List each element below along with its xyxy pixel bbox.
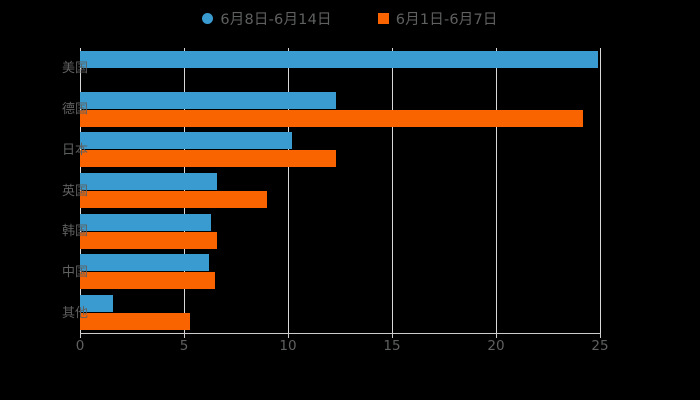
bar-group [80, 213, 600, 249]
x-tick-mark [496, 333, 497, 338]
bar-series-blue[interactable] [80, 254, 209, 272]
x-gridline [392, 48, 393, 333]
legend-label-1: 6月1日-6月7日 [395, 11, 498, 28]
x-tick-mark [392, 333, 393, 338]
legend-marker-circle-icon [202, 12, 214, 24]
x-tick-mark [600, 333, 601, 338]
bar-group [80, 173, 600, 208]
x-tick-mark [80, 333, 81, 338]
bar-group [80, 50, 600, 86]
bar-group [80, 295, 600, 331]
bar-series-blue[interactable] [80, 50, 598, 68]
bar-series-orange[interactable] [80, 150, 336, 168]
bar-series-blue[interactable] [80, 295, 114, 313]
x-gridline [288, 48, 289, 333]
bar-series-orange[interactable] [80, 109, 584, 127]
plot-area [80, 48, 601, 333]
bar-group [80, 254, 600, 290]
legend-item-0[interactable]: 6月8日-6月14日 [202, 8, 332, 29]
bar-series-orange[interactable] [80, 191, 268, 208]
legend-label-0: 6月8日-6月14日 [220, 11, 332, 28]
legend-item-1[interactable]: 6月1日-6月7日 [377, 8, 498, 29]
x-tick-label: 25 [591, 338, 609, 354]
bar-series-blue[interactable] [80, 91, 336, 109]
category-label: 韩国 [61, 224, 88, 240]
category-label: 德国 [61, 102, 88, 118]
bar-series-blue[interactable] [80, 132, 293, 150]
category-label: 美国 [61, 61, 88, 77]
x-tick-mark [288, 333, 289, 338]
bar-series-orange[interactable] [80, 272, 216, 290]
bar-series-orange[interactable] [80, 231, 218, 249]
x-tick-label: 15 [383, 338, 401, 354]
bar-series-orange[interactable] [80, 313, 191, 331]
x-tick-label: 0 [75, 338, 85, 354]
category-label: 其他 [61, 305, 88, 321]
x-tick-label: 20 [487, 338, 505, 354]
x-tick-mark [184, 333, 185, 338]
category-label: 日本 [61, 142, 88, 158]
category-label: 中国 [61, 264, 88, 280]
x-tick-label: 10 [279, 338, 297, 354]
category-label: 英国 [61, 183, 88, 199]
x-gridline [600, 48, 601, 333]
x-tick-label: 5 [179, 338, 189, 354]
bar-series-blue[interactable] [80, 213, 212, 231]
bar-group [80, 132, 600, 168]
x-gridline [80, 48, 81, 333]
legend-marker-square-icon [377, 12, 389, 24]
x-axis-line [80, 333, 601, 334]
bar-group [80, 91, 600, 127]
x-gridline [184, 48, 185, 333]
chart-legend: 6月8日-6月14日 6月1日-6月7日 [0, 6, 700, 30]
bar-series-blue[interactable] [80, 173, 218, 190]
x-gridline [496, 48, 497, 333]
